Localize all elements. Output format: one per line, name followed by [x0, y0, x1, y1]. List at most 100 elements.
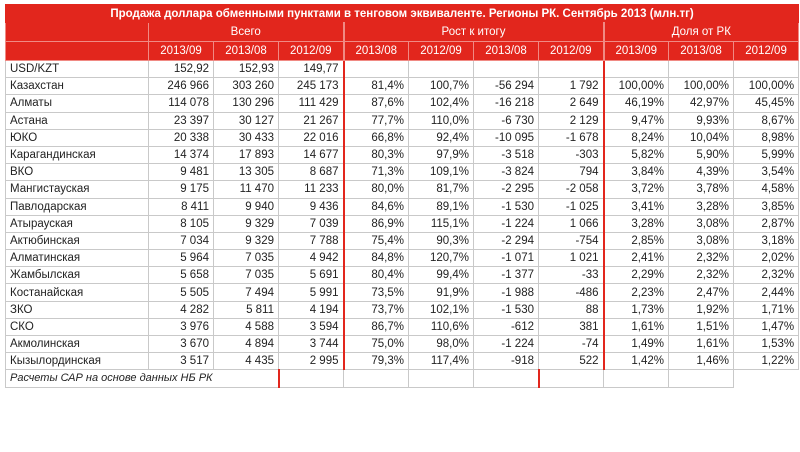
- cell: [343, 369, 409, 388]
- table-row: Алматы 114 078 130 296 111 429 87,6% 102,4% -1…: [5, 94, 800, 113]
- cell: 3,08%: [668, 214, 734, 233]
- cell: 80,4%: [342, 266, 409, 285]
- group-header: Рост к итогу: [342, 22, 604, 42]
- cell: -74: [538, 334, 604, 354]
- cell: 9,47%: [602, 111, 669, 130]
- cell: [408, 369, 474, 388]
- cell: 91,9%: [408, 283, 474, 302]
- cell: [538, 59, 604, 79]
- table-row: Павлодарская 8 411 9 940 9 436 84,6% 89,1% -1 …: [5, 197, 800, 216]
- cell: 1,71%: [732, 300, 800, 319]
- cell: 5 691: [278, 266, 344, 285]
- cell: 1,46%: [668, 352, 734, 371]
- cell: 88: [538, 300, 604, 319]
- row-label: Жамбылская: [5, 266, 149, 285]
- table-row: Актюбинская 7 034 9 329 7 788 75,4% 90,3% -2 2…: [5, 231, 800, 251]
- cell: 2,02%: [732, 249, 800, 268]
- row-label: Казахстан: [5, 77, 149, 96]
- cell: 73,5%: [342, 283, 409, 302]
- data-table: Продажа доллара обменными пунктами в тен…: [4, 4, 800, 388]
- cell: 2,32%: [668, 249, 734, 268]
- row-label: ВКО: [5, 163, 149, 182]
- cell: 3,18%: [732, 231, 800, 251]
- sub-header: 2012/09: [732, 41, 800, 61]
- cell: 1,42%: [602, 352, 669, 371]
- cell: 11 233: [278, 180, 344, 199]
- cell: 149,77: [278, 59, 344, 79]
- sub-header: 2013/08: [213, 41, 279, 61]
- cell: 7 494: [213, 283, 279, 302]
- cell: 7 034: [148, 231, 214, 251]
- sub-header: 2013/08: [473, 41, 539, 61]
- cell: 97,9%: [408, 145, 474, 165]
- cell: 102,4%: [408, 94, 474, 113]
- cell: 5 991: [278, 283, 344, 302]
- cell: -612: [473, 317, 539, 337]
- cell: [602, 59, 669, 79]
- cell: -486: [538, 283, 604, 302]
- row-label: Атырауская: [5, 214, 149, 233]
- cell: 7 039: [278, 214, 344, 233]
- cell: 1,47%: [732, 317, 800, 337]
- cell: 81,7%: [408, 180, 474, 199]
- cell: 23 397: [148, 111, 214, 130]
- group-header-row: Всего Рост к итогу Доля от РК: [5, 22, 800, 42]
- cell: 7 788: [278, 231, 344, 251]
- cell: 9,93%: [668, 111, 734, 130]
- cell: -10 095: [473, 128, 539, 147]
- footer-row: Расчеты САР на основе данных НБ РК: [5, 369, 799, 388]
- cell: 522: [538, 352, 604, 371]
- cell: 9 481: [148, 163, 214, 182]
- cell: 1,53%: [732, 334, 800, 354]
- cell: 2,32%: [668, 266, 734, 285]
- cell: [668, 59, 734, 79]
- cell: 115,1%: [408, 214, 474, 233]
- cell: 4,58%: [732, 180, 800, 199]
- cell: 109,1%: [408, 163, 474, 182]
- cell: 100,7%: [408, 77, 474, 96]
- cell: [732, 59, 800, 79]
- cell: 4 588: [213, 317, 279, 337]
- cell: -2 058: [538, 180, 604, 199]
- row-label: Астана: [5, 111, 149, 130]
- cell: 3,78%: [668, 180, 734, 199]
- cell: 89,1%: [408, 197, 474, 216]
- table-row: Кызылординская 3 517 4 435 2 995 79,3% 117,4%…: [5, 352, 800, 371]
- cell: 102,1%: [408, 300, 474, 319]
- cell: 7 035: [213, 249, 279, 268]
- cell: 9 940: [213, 197, 279, 216]
- cell: 80,3%: [342, 145, 409, 165]
- row-label: Кызылординская: [5, 352, 149, 371]
- cell: 9 329: [213, 214, 279, 233]
- table-row: Карагандинская 14 374 17 893 14 677 80,3% 97,…: [5, 145, 800, 165]
- sub-header-row: 2013/09 2013/08 2012/09 2013/08 2012/09 2013/…: [5, 41, 800, 61]
- cell: 1,61%: [602, 317, 669, 337]
- cell: 110,6%: [408, 317, 474, 337]
- cell: 14 677: [278, 145, 344, 165]
- cell: 21 267: [278, 111, 344, 130]
- cell: -303: [538, 145, 604, 165]
- cell: -2 295: [473, 180, 539, 199]
- cell: [473, 369, 539, 388]
- cell: 8,67%: [732, 111, 800, 130]
- cell: 13 305: [213, 163, 279, 182]
- cell: -1 988: [473, 283, 539, 302]
- table-title: Продажа доллара обменными пунктами в тен…: [4, 4, 800, 23]
- cell: 5 811: [213, 300, 279, 319]
- cell: 4 435: [213, 352, 279, 371]
- cell: -2 294: [473, 231, 539, 251]
- table-row: Костанайская 5 505 7 494 5 991 73,5% 91,9% -1 …: [5, 283, 800, 302]
- cell: 73,7%: [342, 300, 409, 319]
- cell: -1 530: [473, 197, 539, 216]
- cell: 92,4%: [408, 128, 474, 147]
- cell: 3,41%: [602, 197, 669, 216]
- group-header: Доля от РК: [602, 22, 800, 42]
- cell: 42,97%: [668, 94, 734, 113]
- cell: 4 194: [278, 300, 344, 319]
- row-label: USD/KZT: [5, 59, 149, 79]
- row-label: Мангистауская: [5, 180, 149, 199]
- cell: [342, 59, 409, 79]
- cell: 86,7%: [342, 317, 409, 337]
- cell: 245 173: [278, 77, 344, 96]
